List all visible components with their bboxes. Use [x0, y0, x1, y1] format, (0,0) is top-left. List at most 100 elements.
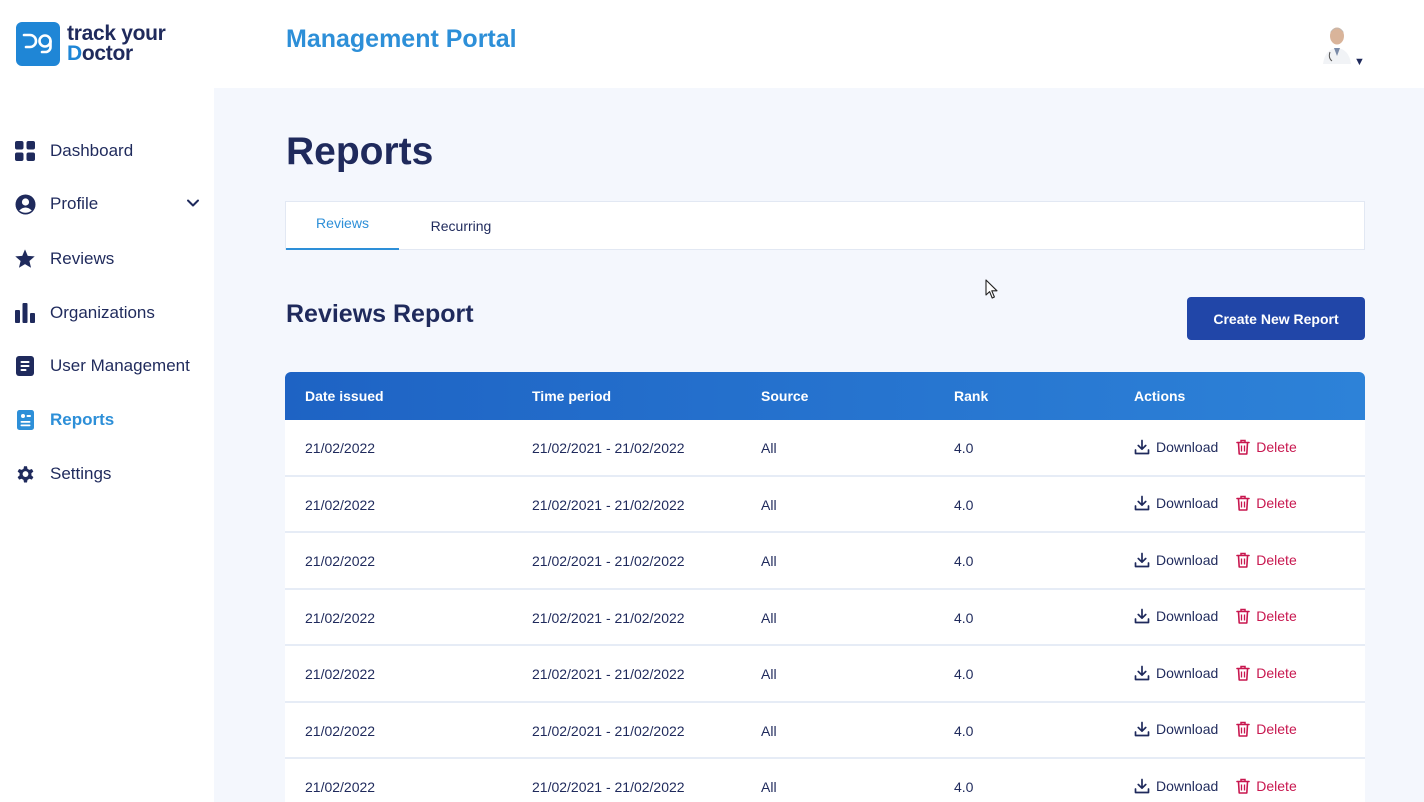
cell-time-period: 21/02/2021 - 21/02/2022 [532, 609, 685, 626]
user-menu[interactable]: ▼ [1318, 22, 1365, 68]
sidebar-item-reports[interactable]: Reports [14, 408, 200, 432]
download-icon [1134, 439, 1156, 455]
download-icon [1134, 665, 1156, 681]
cell-source: All [761, 440, 777, 456]
cell-date-issued: 21/02/2022 [305, 440, 376, 456]
cell-source: All [761, 609, 777, 626]
download-label: Download [1156, 608, 1219, 624]
cell-time-period: 21/02/2021 - 21/02/2022 [532, 779, 685, 795]
trash-icon [1236, 665, 1256, 681]
cell-rank: 4.0 [954, 722, 974, 739]
sidebar-item-organizations[interactable]: Organizations [14, 301, 200, 325]
top-bar: track your Doctor Management Portal ▼ [0, 0, 1424, 88]
chevron-down-icon[interactable]: ▼ [1354, 56, 1365, 68]
sidebar-item-user-management[interactable]: User Management [14, 354, 200, 378]
download-label: Download [1156, 495, 1219, 511]
cell-source: All [761, 722, 777, 739]
cell-time-period: 21/02/2021 - 21/02/2022 [532, 722, 685, 739]
table-row: 21/02/2022 21/02/2021 - 21/02/2022 All 4.0 D… [285, 533, 1365, 590]
brand-name: track your Doctor [67, 22, 166, 65]
download-label: Download [1156, 551, 1219, 568]
star-icon [14, 248, 36, 270]
download-button[interactable]: Download [1134, 721, 1218, 737]
trash-icon [1236, 552, 1256, 568]
table-row: 21/02/2022 21/02/2021 - 21/02/2022 All 4.0 D… [285, 759, 1365, 802]
delete-button[interactable]: Delete [1236, 721, 1297, 737]
sidebar-item-reviews[interactable]: Reviews [14, 247, 200, 271]
sidebar: Dashboard Profile Reviews Organizations … [0, 88, 214, 802]
sidebar-item-profile[interactable]: Profile [14, 192, 200, 216]
brand-line-1: track your [67, 22, 166, 45]
delete-button[interactable]: Delete [1236, 495, 1297, 511]
report-icon [14, 409, 36, 431]
cell-actions: Download Delete [1134, 420, 1297, 476]
table-row: 21/02/2022 21/02/2021 - 21/02/2022 All 4.0 D… [285, 420, 1365, 477]
trash-icon [1236, 778, 1256, 794]
brand-d: D [67, 42, 82, 65]
download-label: Download [1156, 438, 1219, 455]
cell-time-period: 21/02/2021 - 21/02/2022 [532, 496, 685, 513]
tab-reviews[interactable]: Reviews [286, 202, 399, 250]
download-button[interactable]: Download [1134, 608, 1218, 624]
download-icon [1134, 608, 1156, 624]
tab-recurring[interactable]: Recurring [430, 218, 492, 234]
table-row: 21/02/2022 21/02/2021 - 21/02/2022 All 4.0 D… [285, 646, 1365, 703]
delete-button[interactable]: Delete [1236, 439, 1297, 455]
avatar[interactable] [1318, 22, 1356, 64]
brand-rest: octor [81, 42, 133, 65]
delete-button[interactable]: Delete [1236, 664, 1297, 681]
delete-button[interactable]: Delete [1236, 777, 1297, 794]
brand-line-2: Doctor [67, 42, 166, 65]
section-title: Reviews Report [286, 300, 474, 328]
create-new-report-button[interactable]: Create New Report [1187, 297, 1365, 340]
delete-label: Delete [1256, 664, 1297, 681]
portal-title: Management Portal [286, 25, 517, 53]
gear-icon [14, 463, 36, 485]
sidebar-item-label: Reviews [50, 249, 115, 268]
table-body: 21/02/2022 21/02/2021 - 21/02/2022 All 4.0 D… [285, 420, 1365, 802]
sidebar-item-dashboard[interactable]: Dashboard [14, 139, 200, 163]
cell-time-period: 21/02/2021 - 21/02/2022 [532, 666, 685, 682]
tab-bar: Reviews Recurring [285, 201, 1365, 250]
cell-actions: Download Delete [1134, 646, 1297, 702]
download-button[interactable]: Download [1134, 439, 1218, 455]
cell-time-period: 21/02/2021 - 21/02/2022 [532, 553, 685, 569]
cell-actions: Download Delete [1134, 759, 1297, 802]
cell-rank: 4.0 [954, 666, 974, 682]
download-icon [1134, 495, 1156, 511]
delete-label: Delete [1256, 608, 1297, 624]
cell-rank: 4.0 [954, 609, 974, 626]
column-header-actions: Actions [1134, 388, 1186, 404]
cell-actions: Download Delete [1134, 590, 1297, 646]
table-row: 21/02/2022 21/02/2021 - 21/02/2022 All 4.0 D… [285, 589, 1365, 646]
download-button[interactable]: Download [1134, 778, 1218, 794]
cell-time-period: 21/02/2021 - 21/02/2022 [532, 440, 685, 456]
brand-logo[interactable]: track your Doctor [16, 22, 166, 66]
download-icon [1134, 721, 1156, 737]
sidebar-item-label: Profile [50, 194, 99, 213]
download-label: Download [1156, 721, 1219, 737]
delete-label: Delete [1256, 551, 1297, 568]
delete-label: Delete [1256, 777, 1297, 794]
trash-icon [1236, 721, 1256, 737]
sidebar-item-label: User Management [50, 356, 190, 375]
cell-source: All [761, 779, 777, 795]
cell-actions: Download Delete [1134, 533, 1297, 589]
delete-button[interactable]: Delete [1236, 551, 1297, 568]
cell-actions: Download Delete [1134, 703, 1297, 759]
cell-date-issued: 21/02/2022 [305, 779, 376, 795]
download-icon [1134, 778, 1156, 794]
dashboard-grid-icon [14, 140, 36, 162]
table-row: 21/02/2022 21/02/2021 - 21/02/2022 All 4.0 D… [285, 702, 1365, 759]
chevron-down-icon[interactable] [186, 196, 200, 215]
download-button[interactable]: Download [1134, 495, 1218, 511]
column-header-period: Time period [532, 388, 612, 404]
cell-rank: 4.0 [954, 553, 974, 569]
sidebar-item-settings[interactable]: Settings [14, 462, 200, 486]
table-header: Date issued Time period Source Rank Acti… [285, 372, 1365, 420]
user-circle-icon [14, 193, 36, 215]
delete-button[interactable]: Delete [1236, 608, 1297, 624]
download-button[interactable]: Download [1134, 552, 1218, 568]
cell-rank: 4.0 [954, 496, 974, 513]
download-button[interactable]: Download [1134, 665, 1218, 681]
